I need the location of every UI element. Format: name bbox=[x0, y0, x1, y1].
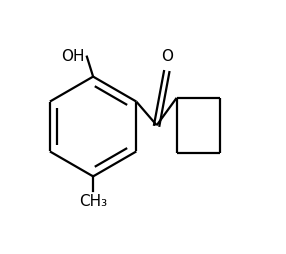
Text: CH₃: CH₃ bbox=[79, 193, 107, 208]
Text: O: O bbox=[161, 49, 173, 64]
Text: OH: OH bbox=[61, 49, 85, 64]
